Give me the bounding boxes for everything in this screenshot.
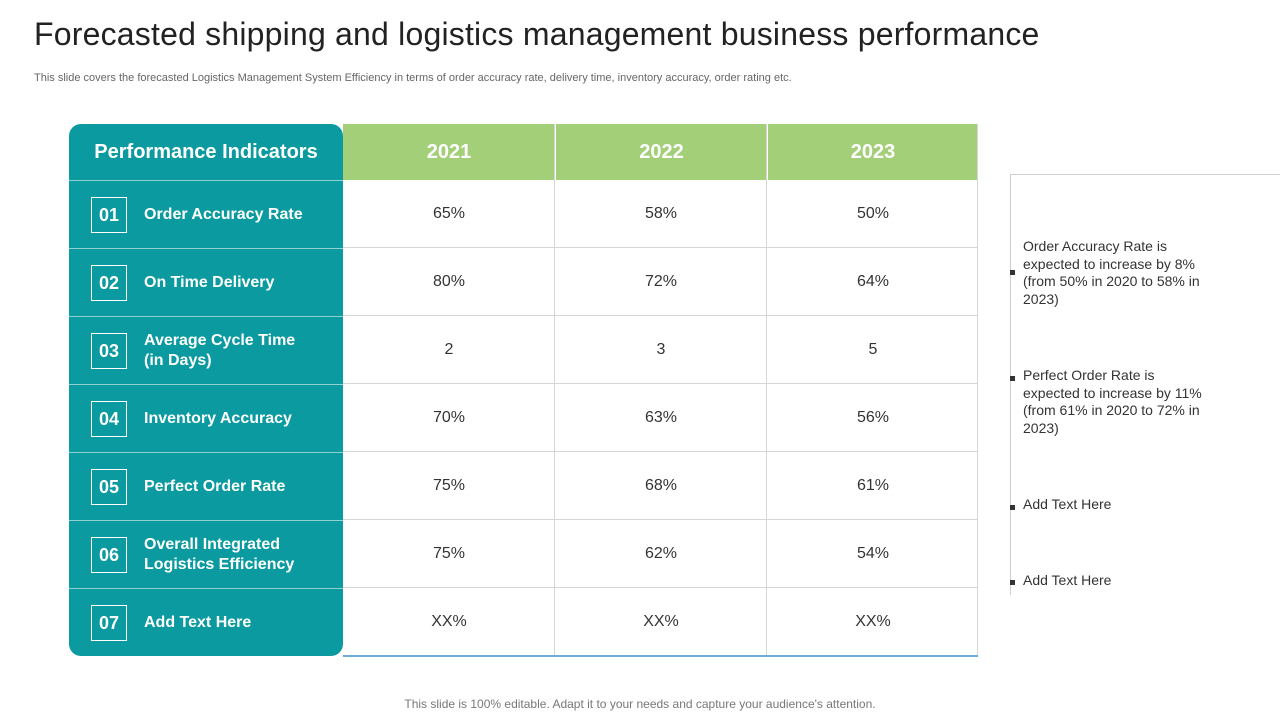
indicators-panel: Performance Indicators 01 Order Accuracy… [69, 124, 343, 656]
note-text: Add Text Here [1023, 572, 1112, 588]
indicator-label: Inventory Accuracy [144, 410, 292, 427]
row-divider [343, 519, 978, 520]
row-divider [343, 247, 978, 248]
indicator-label: On Time Delivery [144, 274, 275, 291]
table-cell: 2 [444, 341, 454, 358]
indicator-label: Order Accuracy Rate [144, 206, 303, 223]
table-cell: 75% [432, 545, 466, 562]
table-cell: 50% [856, 205, 890, 222]
row-divider [343, 587, 978, 588]
table-cell: 61% [856, 477, 890, 494]
bullet-icon [1010, 505, 1015, 510]
page-subtitle: This slide covers the forecasted Logisti… [34, 72, 792, 84]
indicator-number: 07 [91, 605, 127, 641]
year-header-2022: 2022 [555, 124, 767, 180]
table-cell: 54% [856, 545, 890, 562]
table-cell: 5 [868, 341, 878, 358]
bullet-icon [1010, 580, 1015, 585]
table-cell: 64% [856, 273, 890, 290]
column-divider [977, 124, 978, 656]
indicator-number: 02 [91, 265, 127, 301]
table-cell: 72% [644, 273, 678, 290]
forecast-table: 2021 2022 2023 65% 58% 50% 80% 72% 64% 2… [343, 124, 978, 657]
indicator-row: 04 Inventory Accuracy [69, 384, 343, 452]
year-header-2023: 2023 [767, 124, 978, 180]
note-text: Perfect Order Rate is expected to increa… [1023, 367, 1202, 436]
indicator-number: 04 [91, 401, 127, 437]
table-cell: 80% [432, 273, 466, 290]
footer-text: This slide is 100% editable. Adapt it to… [404, 697, 876, 711]
bullet-icon [1010, 270, 1015, 275]
indicator-number: 06 [91, 537, 127, 573]
indicator-row: 06 Overall Integrated Logistics Efficien… [69, 520, 343, 588]
indicator-label: Perfect Order Rate [144, 478, 286, 495]
note-text: Order Accuracy Rate is expected to incre… [1023, 238, 1200, 307]
indicator-label: Average Cycle Time (in Days) [144, 332, 296, 369]
indicator-label: Overall Integrated Logistics Efficiency [144, 536, 295, 573]
year-header-2021: 2021 [343, 124, 555, 180]
table-cell: 56% [856, 409, 890, 426]
table-cell: XX% [855, 613, 891, 630]
row-divider [343, 451, 978, 452]
row-divider [343, 383, 978, 384]
indicator-number: 01 [91, 197, 127, 233]
indicator-row: 05 Perfect Order Rate [69, 452, 343, 520]
note-text: Add Text Here [1023, 496, 1112, 512]
indicator-row: 03 Average Cycle Time (in Days) [69, 316, 343, 384]
indicator-label: Add Text Here [144, 614, 252, 631]
bullet-icon [1010, 376, 1015, 381]
column-divider [554, 124, 555, 656]
table-cell: 65% [432, 205, 466, 222]
indicator-number: 05 [91, 469, 127, 505]
indicator-row: 02 On Time Delivery [69, 248, 343, 316]
table-cell: 75% [432, 477, 466, 494]
note-item: Order Accuracy Rate is expected to incre… [1010, 238, 1203, 308]
row-divider [343, 315, 978, 316]
table-cell: 63% [644, 409, 678, 426]
page-title: Forecasted shipping and logistics manage… [34, 16, 1040, 52]
note-item: Add Text Here [1010, 572, 1203, 590]
indicator-row: 07 Add Text Here [69, 588, 343, 656]
indicator-row: 01 Order Accuracy Rate [69, 180, 343, 248]
table-cell: XX% [643, 613, 679, 630]
table-cell: XX% [431, 613, 467, 630]
table-bottom-border [343, 655, 978, 657]
indicators-header: Performance Indicators [94, 140, 318, 163]
column-divider [766, 124, 767, 656]
indicator-number: 03 [91, 333, 127, 369]
table-cell: 3 [656, 341, 666, 358]
note-item: Add Text Here [1010, 496, 1203, 514]
note-item: Perfect Order Rate is expected to increa… [1010, 367, 1203, 437]
notes-panel: Order Accuracy Rate is expected to incre… [1010, 174, 1280, 595]
table-cell: 70% [432, 409, 466, 426]
table-cell: 62% [644, 545, 678, 562]
table-cell: 68% [644, 477, 678, 494]
table-cell: 58% [644, 205, 678, 222]
